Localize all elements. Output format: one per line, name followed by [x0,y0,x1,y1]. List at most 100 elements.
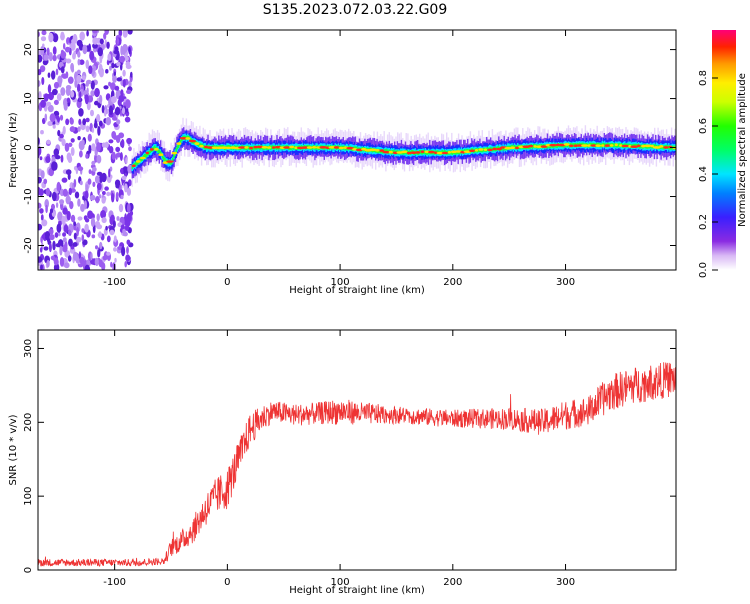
ridge-band-green [639,144,642,149]
noise-blob [102,191,106,195]
noise-blob [120,194,124,200]
noise-blob [70,138,75,143]
snr-y-tick-label: 0 [23,567,34,573]
noise-blob [73,50,76,57]
noise-blob [75,167,79,175]
noise-blob [73,178,77,188]
noise-blob [65,58,72,64]
noise-blob [104,30,109,33]
noise-blob [40,170,45,179]
noise-blob [67,76,74,84]
noise-blob [98,231,102,239]
noise-blob [126,89,132,95]
ridge-peak [636,144,641,148]
noise-blob [82,239,88,246]
noise-blob [60,154,64,163]
ridge-band-green [423,149,425,154]
noise-blob [96,114,101,123]
noise-blob [86,30,89,37]
ridge-peak [253,145,258,149]
noise-blob [53,99,59,105]
noise-blob [106,251,111,256]
noise-blob [122,69,126,77]
noise-blob [101,105,105,114]
noise-blob [99,69,104,78]
ridge-peak [312,146,317,149]
ridge-peak [179,137,188,140]
noise-blob [100,210,107,219]
noise-blob [128,80,132,88]
ridge-band-green [146,152,148,157]
noise-blob [72,251,78,261]
noise-blob [101,172,107,183]
noise-blob [73,232,77,240]
ridge-peak [289,145,295,149]
noise-blob [113,71,117,76]
snr-frame [37,329,677,571]
ridge-peak [272,146,276,149]
colorbar: 0.0 0.2 0.4 0.6 0.8 Normalized spectral ampl… [698,30,748,278]
noise-blob [60,87,66,96]
noise-blob [59,133,64,139]
snr-x-tick-label: -100 [103,577,126,588]
snr-x-tick-label: 300 [556,577,575,588]
noise-blob [54,232,59,238]
noise-blob [109,166,113,172]
noise-blob [85,117,90,123]
noise-blob [87,210,94,219]
noise-blob [87,133,92,142]
ridge-band-green [134,161,137,166]
noise-blob [61,138,66,147]
noise-blob [63,102,68,111]
snr-series-line [38,362,676,567]
noise-blob [51,70,56,80]
noise-blob [79,59,85,65]
ridge-peak [540,145,548,148]
noise-blob [78,118,82,125]
ridge-band-green [176,145,178,150]
noise-blob [98,259,104,268]
noise-blob [38,176,42,184]
noise-blob [125,64,132,70]
colorbar-tick-label: 0.2 [698,214,709,230]
noise-blob [96,213,100,222]
ridge-peak [492,147,497,151]
ridge-peak [338,146,344,150]
ridge-peak [587,144,591,147]
colorbar-tick-label: 0.4 [698,166,709,182]
ridge-peak [131,164,136,168]
noise-blob [64,142,70,152]
snr-y-label: SNR (10 * v/v) [8,414,19,485]
noise-blob [84,94,89,105]
noise-blob [126,203,131,214]
ridge-peak [145,151,149,155]
ridge-peak [369,148,377,152]
ridge-peak [194,142,200,145]
noise-blob [98,120,103,127]
noise-blob [126,246,129,255]
noise-blob [78,42,84,51]
ridge-band-green [136,161,138,166]
noise-blob [127,30,133,35]
noise-blob [68,187,73,196]
noise-blob [98,94,103,104]
noise-blob [96,142,101,152]
ridge-peak [663,146,669,149]
noise-blob [115,146,121,153]
noise-blob [130,71,133,78]
noise-blob [119,55,126,63]
spectrogram-y-label: Frequency (Hz) [8,112,19,188]
noise-blob [118,132,125,139]
noise-blob [70,214,76,223]
noise-blob [103,32,107,40]
ridge-peak [166,160,174,163]
noise-blob [45,156,51,163]
ridge-peak [504,146,512,150]
noise-blob [59,245,63,256]
ridge-band-green [153,146,155,151]
noise-blob [57,239,64,248]
colorbar-tick-label: 0.0 [698,262,709,278]
noise-blob [94,118,98,128]
ridge-peak [590,144,597,147]
